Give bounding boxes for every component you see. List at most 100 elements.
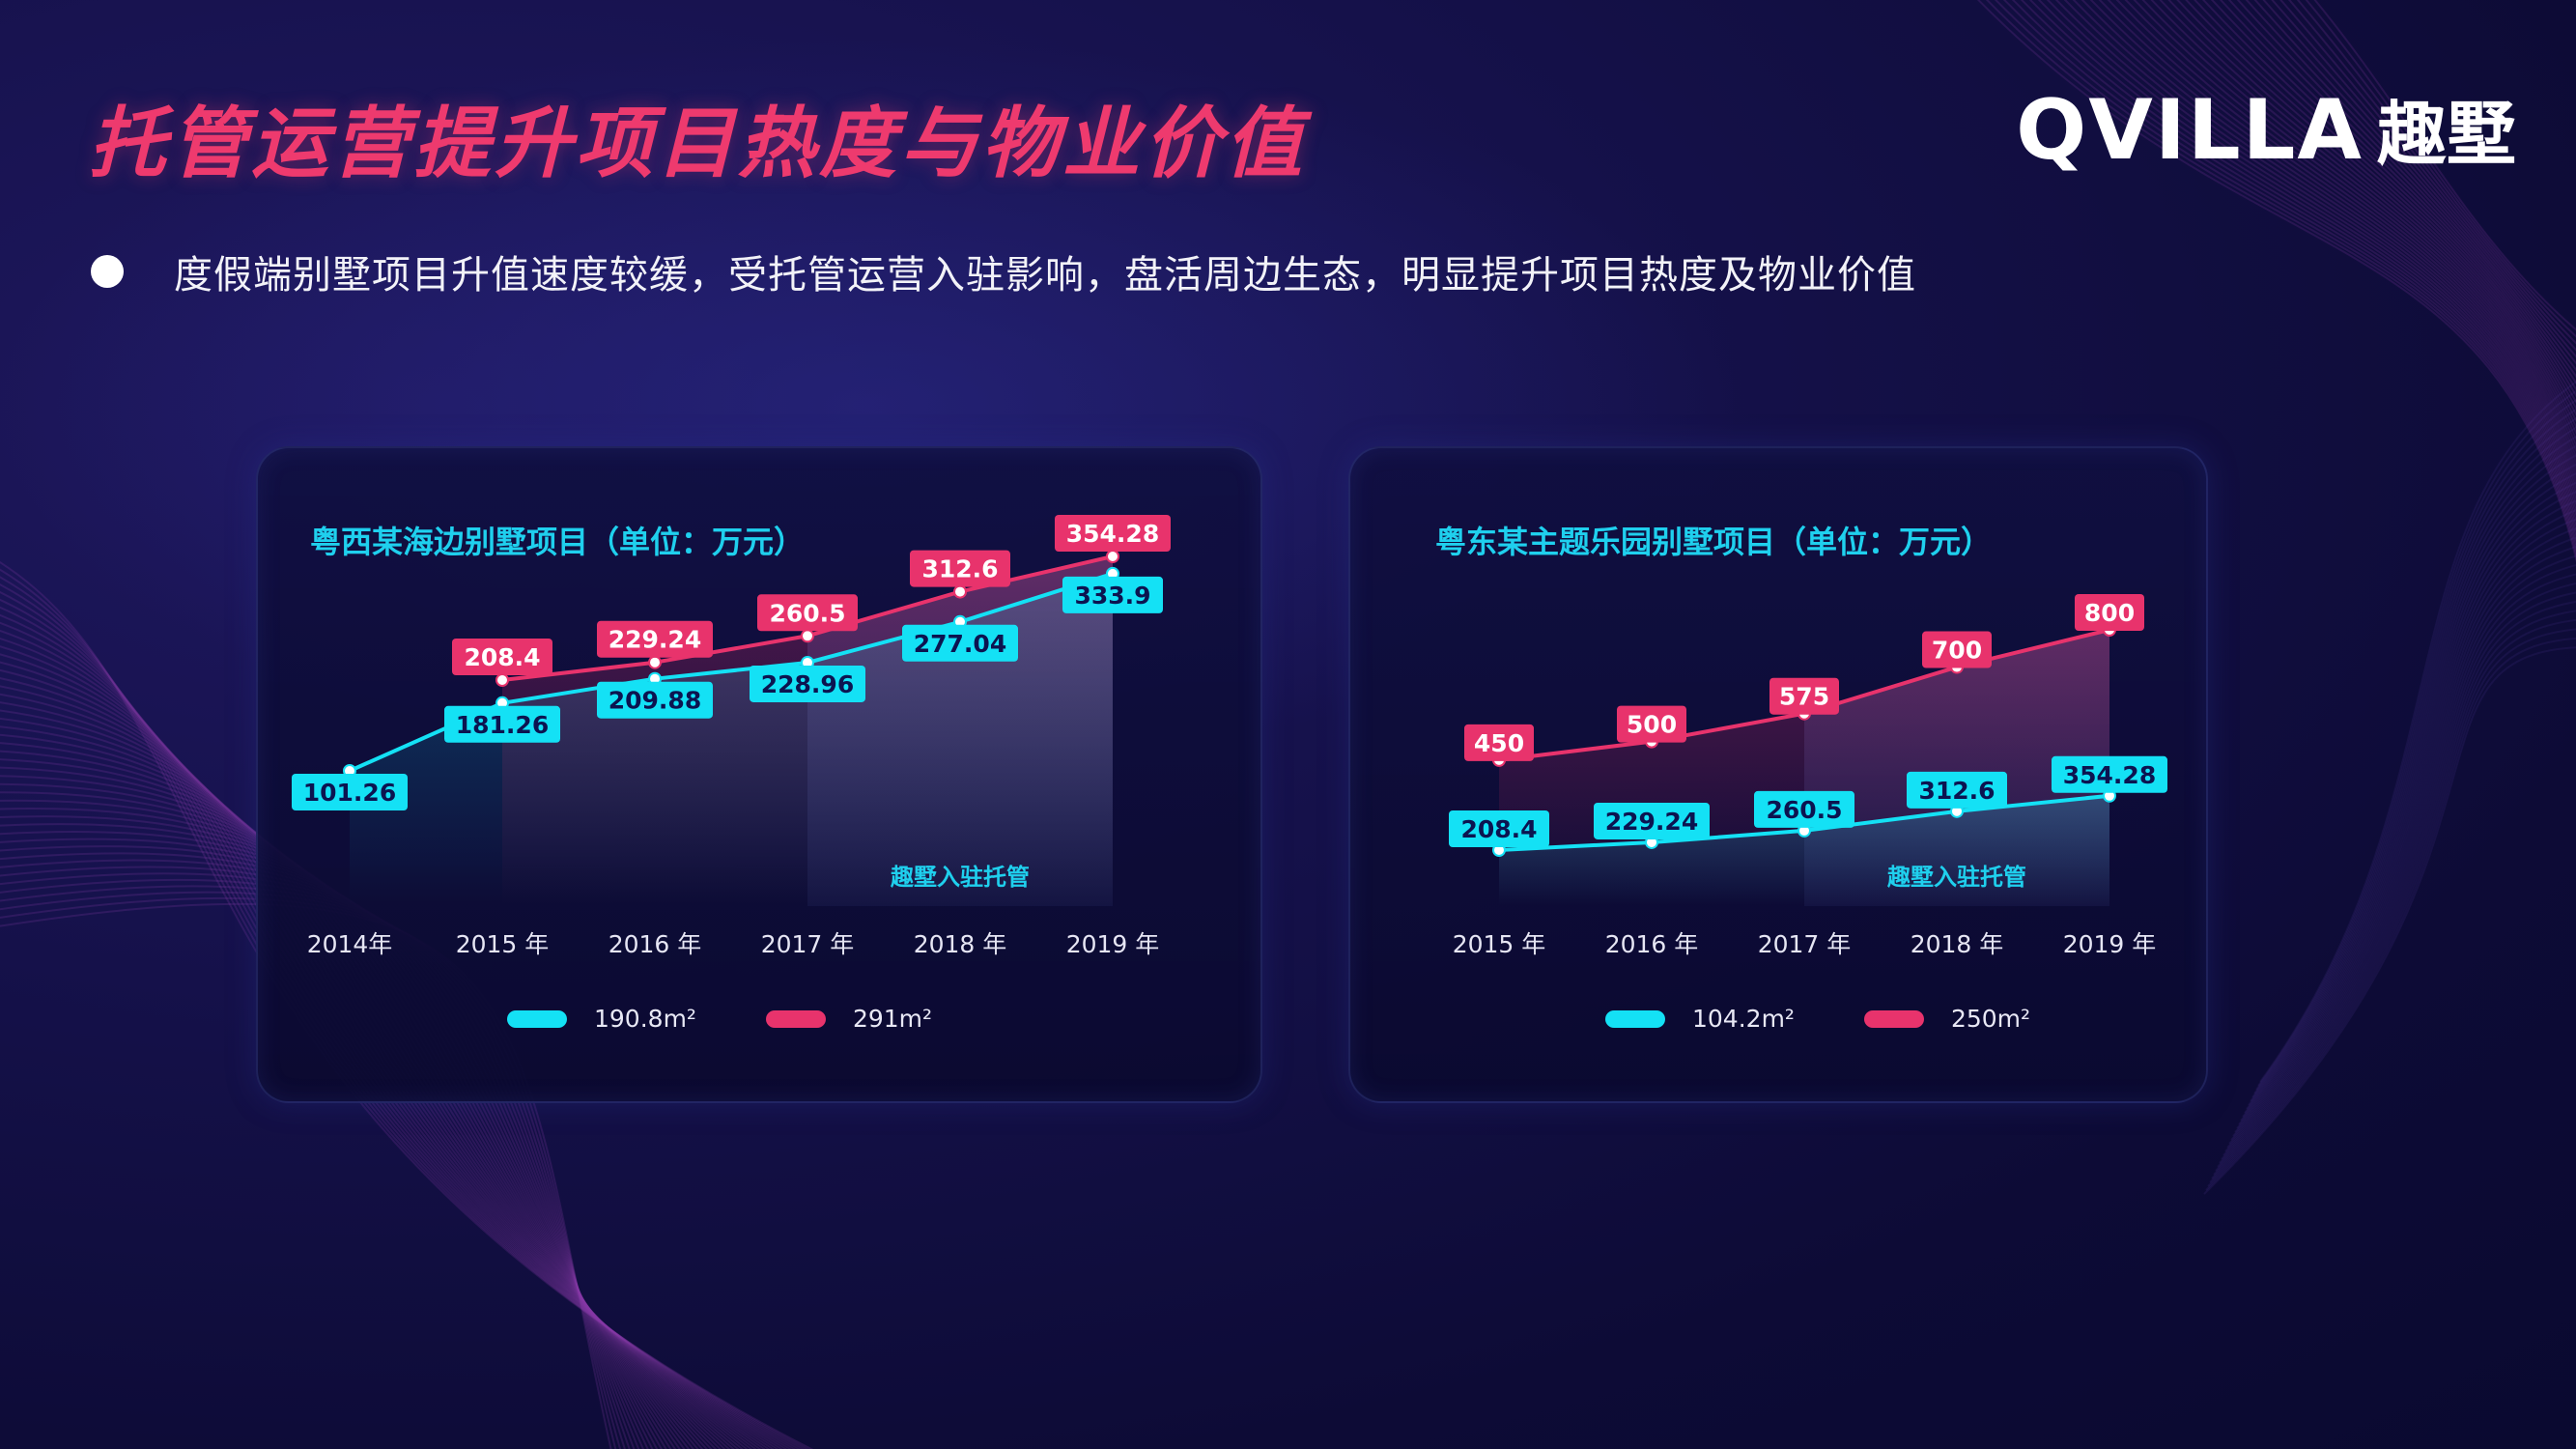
- wave-line: [2228, 527, 2576, 1145]
- legend-swatch-pink: [1863, 1009, 1924, 1028]
- data-point: [495, 672, 509, 687]
- wave-line: [2271, 0, 2576, 365]
- data-label-bg: [1594, 802, 1710, 839]
- bullet-dot-icon: [91, 255, 124, 288]
- wave-line: [2176, 0, 2576, 436]
- data-label: 260.5: [1766, 796, 1842, 824]
- x-tick-label: 2015 年: [1453, 930, 1546, 958]
- wave-line: [2219, 0, 2576, 404]
- data-label-bg: [292, 774, 408, 810]
- legend-label: 250m²: [1950, 1005, 2031, 1033]
- data-label: 208.4: [1460, 815, 1537, 843]
- data-label-bg: [1769, 677, 1839, 715]
- data-point: [1106, 550, 1119, 563]
- data-label: 101.26: [303, 779, 396, 807]
- x-tick-label: 2018 年: [1911, 930, 2004, 958]
- wave-line: [2205, 637, 2576, 1191]
- legend-swatch-cyan: [507, 1009, 567, 1028]
- legend-label: 190.8m²: [594, 1005, 696, 1033]
- wave-line: [2213, 600, 2576, 1176]
- data-label-bg: [1922, 631, 1992, 668]
- wave-line: [2240, 472, 2576, 1122]
- wave-line: [2232, 509, 2576, 1137]
- line-chart-west: 趣墅入驻托管 101.26 181.26 209.88 228.96 277.04 333.…: [292, 515, 1171, 958]
- chart-title: 粤东某主题乐园别墅项目（单位：万元）: [1435, 524, 1993, 560]
- x-tick-label: 2016 年: [1605, 930, 1699, 958]
- data-label-bg: [597, 681, 713, 719]
- data-point: [648, 655, 662, 669]
- wave-line: [2259, 381, 2576, 1083]
- wave-line: [2250, 426, 2576, 1102]
- data-label-bg: [1754, 790, 1854, 828]
- data-label-bg: [444, 705, 560, 743]
- chart-legend: 104.2m² 250m²: [1605, 1005, 2100, 1033]
- chart-panel-east: 趣墅入驻托管 208.4 229.24 260.5 312.6 354.28 450 500 5…: [1348, 446, 2208, 1103]
- wave-line: [2185, 0, 2576, 429]
- legend-item: 291m²: [765, 1005, 933, 1033]
- wave-line: [2203, 646, 2576, 1195]
- data-label: 354.28: [2063, 761, 2156, 789]
- qvilla-logo: QVILLA 趣墅: [2016, 77, 2516, 179]
- wave-line: [2253, 0, 2576, 379]
- data-label-bg: [1907, 771, 2007, 809]
- line-chart-east: 趣墅入驻托管 208.4 229.24 260.5 312.6 354.28 450 500 5…: [1449, 594, 2167, 958]
- data-label-bg: [757, 594, 858, 632]
- data-label: 575: [1779, 683, 1829, 711]
- x-tick-label: 2017 年: [761, 930, 855, 958]
- wave-line: [2242, 463, 2576, 1118]
- data-label-bg: [1062, 576, 1163, 613]
- x-tick-label: 2019 年: [2063, 930, 2157, 958]
- summary-bullet: 度假端别墅项目升值速度较缓，受托管运营入驻影响，盘活周边生态，明显提升项目热度及…: [91, 243, 1916, 299]
- wave-line: [2262, 0, 2576, 372]
- wave-line: [2255, 399, 2576, 1091]
- data-label-bg: [1055, 515, 1171, 552]
- data-label: 500: [1627, 711, 1677, 739]
- data-label-bg: [910, 550, 1010, 587]
- tuoguan-annotation: 趣墅入驻托管: [1886, 864, 2026, 891]
- data-label: 209.88: [609, 687, 701, 715]
- legend-swatch-pink: [765, 1009, 826, 1028]
- wave-line: [2287, 0, 2576, 352]
- chart-panel-west: 趣墅入驻托管 101.26 181.26 209.88 228.96 277.04 333.…: [256, 446, 1262, 1103]
- wave-line: [2296, 0, 2576, 345]
- logo-chinese: 趣墅: [2376, 94, 2516, 175]
- wave-line: [2167, 0, 2576, 441]
- wave-line: [2219, 573, 2576, 1164]
- data-label: 229.24: [609, 626, 701, 654]
- wave-line: [2217, 582, 2576, 1168]
- data-label: 800: [2084, 599, 2135, 627]
- wave-line: [2279, 0, 2576, 358]
- x-tick-label: 2016 年: [609, 930, 702, 958]
- wave-line: [2194, 0, 2576, 423]
- data-point: [953, 584, 967, 599]
- chart-title: 粤西某海边别墅项目（单位：万元）: [310, 524, 806, 560]
- data-label-bg: [750, 665, 865, 702]
- data-label: 228.96: [761, 670, 854, 698]
- x-tick-label: 2017 年: [1758, 930, 1852, 958]
- data-label-bg: [2052, 755, 2167, 793]
- data-label-bg: [1617, 705, 1686, 743]
- wave-line: [2221, 564, 2576, 1160]
- x-tick-label: 2019 年: [1066, 930, 1160, 958]
- data-label: 260.5: [769, 599, 845, 627]
- wave-line: [2236, 0, 2576, 391]
- summary-text: 度假端别墅项目升值速度较缓，受托管运营入驻影响，盘活周边生态，明显提升项目热度及…: [174, 253, 1916, 298]
- data-label-bg: [452, 638, 552, 675]
- data-label-bg: [597, 620, 713, 658]
- legend-item: 104.2m²: [1605, 1005, 1795, 1033]
- data-label: 229.24: [1605, 808, 1698, 836]
- data-label-bg: [1464, 724, 1534, 761]
- data-label: 354.28: [1066, 520, 1159, 548]
- wave-line: [2222, 554, 2576, 1156]
- data-label: 700: [1932, 637, 1982, 665]
- wave-line: [2245, 0, 2576, 384]
- legend-label: 291m²: [852, 1005, 933, 1033]
- data-label: 208.4: [464, 643, 540, 671]
- legend-item: 190.8m²: [507, 1005, 696, 1033]
- data-label: 312.6: [1918, 777, 1995, 805]
- wave-line: [2238, 481, 2576, 1125]
- tuoguan-annotation: 趣墅入驻托管: [890, 864, 1030, 891]
- wave-line: [2215, 591, 2576, 1172]
- wave-line: [2159, 0, 2576, 447]
- data-label: 277.04: [914, 630, 1006, 658]
